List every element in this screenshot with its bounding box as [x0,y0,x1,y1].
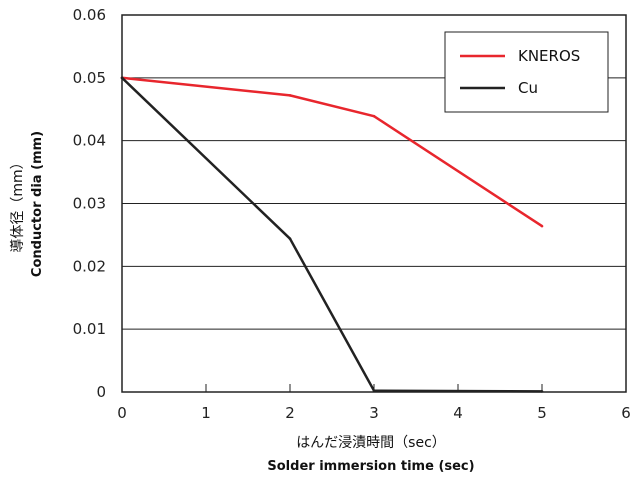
x-axis-title-english: Solder immersion time (sec) [267,459,474,474]
x-axis-title-japanese: はんだ浸漬時間（sec） [296,435,446,451]
plot-frame [121,14,627,393]
x-axis-tick-labels: 0 1 2 3 4 5 6 [117,404,631,422]
x-tick-label: 5 [537,404,547,422]
y-axis-title-japanese: 導体径（mm） [10,155,26,252]
y-axis-title-english: Conductor dia (mm) [30,131,45,277]
x-tick-label: 2 [285,404,295,422]
y-tick-label: 0.02 [73,257,106,275]
y-tick-label: 0.06 [73,6,106,24]
legend-label-kneros: KNEROS [518,47,580,65]
x-tick-label: 6 [621,404,631,422]
y-tick-label: 0.03 [73,195,106,213]
legend-label-cu: Cu [518,79,538,97]
data-point-kneros [288,94,292,97]
x-tick-label: 0 [117,404,127,422]
data-point-kneros [372,114,376,118]
series-line-kneros [121,76,543,228]
y-axis-tick-labels: 0 0.01 0.02 0.03 0.04 0.05 0.06 [73,6,106,401]
legend-box [444,31,609,113]
data-point-cu [288,237,292,240]
y-tick-label: 0.01 [73,320,106,338]
y-tick-label: 0.05 [73,69,106,87]
series-lines [120,76,544,393]
series-line-cu [121,76,543,393]
legend: KNEROS Cu [444,31,609,113]
x-tick-label: 4 [453,404,463,422]
y-tick-label: 0 [96,383,106,401]
x-tick-label: 1 [201,404,211,422]
grid-lines [122,77,626,330]
y-tick-label: 0.04 [73,132,106,150]
data-point-kneros [540,224,544,228]
x-tick-label: 3 [369,404,379,422]
